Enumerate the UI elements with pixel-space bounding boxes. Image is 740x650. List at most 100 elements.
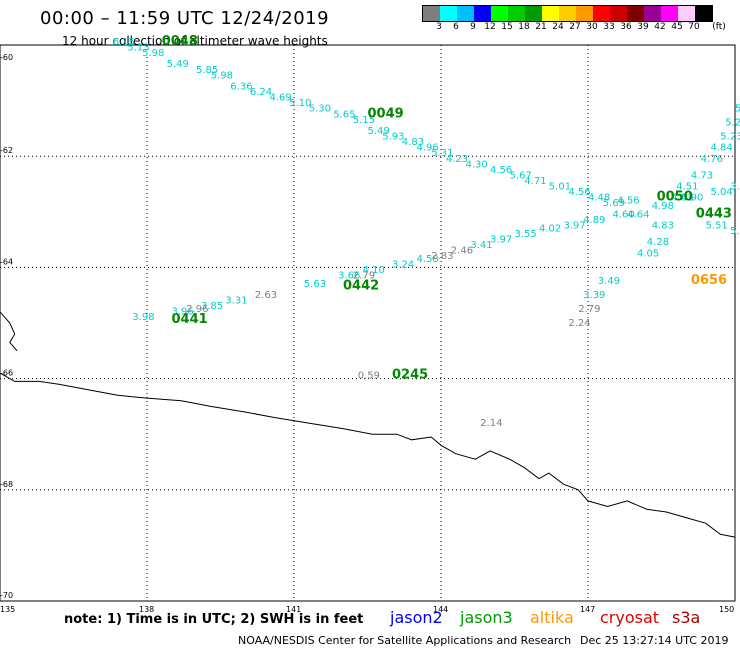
color-scale-label: 33 — [603, 22, 615, 32]
color-scale-label: 39 — [637, 22, 649, 32]
wave-height-label: 5.10 — [735, 104, 740, 115]
wave-height-label: 4.89 — [583, 215, 605, 226]
color-swatch — [525, 6, 542, 21]
wave-height-label: 5.04 — [711, 187, 733, 198]
color-scale-label: 18 — [518, 22, 530, 32]
credit-text: NOAA/NESDIS Center for Satellite Applica… — [238, 634, 572, 647]
color-swatch — [576, 6, 593, 21]
wave-height-label: 3.96 — [172, 307, 194, 318]
color-scale-label: 30 — [586, 22, 598, 32]
color-scale-label: 12 — [484, 22, 496, 32]
color-swatch — [491, 6, 508, 21]
color-swatch — [559, 6, 576, 21]
wave-height-label: 4.56 — [568, 187, 590, 198]
wave-height-label: 4.84 — [711, 143, 733, 154]
pass-label: 0245 — [392, 368, 428, 383]
longitude-tick-label: 144 — [433, 605, 448, 614]
color-scale-label: 24 — [552, 22, 564, 32]
color-swatch — [474, 6, 491, 21]
wave-height-label: 4.53 — [671, 193, 693, 204]
color-scale-label: 6 — [453, 22, 459, 32]
legend-s3a: s3a — [672, 608, 701, 627]
wave-height-label: 3.39 — [583, 290, 605, 301]
wave-height-label: 4.69 — [270, 93, 292, 104]
legend-altika: altika — [530, 608, 574, 627]
wave-height-label: 3.94 — [730, 182, 740, 193]
wave-height-label: 3.24 — [392, 259, 414, 270]
longitude-tick-label: 141 — [286, 605, 301, 614]
wave-height-label: 2.14 — [480, 418, 502, 429]
wave-height-label: 3.97 — [490, 234, 512, 245]
wave-height-label: 5.01 — [549, 182, 571, 193]
wave-height-label: 2.79 — [578, 304, 600, 315]
wave-height-label: 5.98 — [211, 70, 233, 81]
color-swatch — [440, 6, 457, 21]
color-scale-label: 27 — [569, 22, 581, 32]
pass-label: 0048 — [162, 34, 198, 49]
color-swatch — [661, 6, 678, 21]
wave-height-label: 6.24 — [250, 87, 272, 98]
generated-timestamp: Dec 25 13:27:14 UTC 2019 — [580, 634, 729, 647]
latitude-tick-label: -68 — [0, 480, 13, 489]
wave-height-label: 5.69 — [603, 198, 625, 209]
wave-height-label: 2.83 — [431, 251, 453, 262]
pass-label: 0656 — [691, 273, 727, 288]
color-swatch — [593, 6, 610, 21]
color-scale-bar — [422, 5, 713, 22]
color-scale-label: 36 — [620, 22, 632, 32]
wave-height-label: 5.67 — [510, 170, 532, 181]
color-scale-label: 21 — [535, 22, 547, 32]
color-scale-label: 42 — [654, 22, 666, 32]
wave-height-label: 5.23 — [720, 132, 740, 143]
wave-height-label: 5.52 — [730, 226, 740, 237]
wave-height-label: 5.20 — [725, 118, 740, 129]
wave-height-label: 3.66 — [338, 271, 360, 282]
wave-height-label: 5.98 — [142, 48, 164, 59]
wave-height-label: 5.65 — [333, 109, 355, 120]
color-scale-label: 9 — [470, 22, 476, 32]
wave-height-label: 5.63 — [304, 279, 326, 290]
map-frame — [0, 44, 736, 602]
wave-height-label: 4.10 — [363, 265, 385, 276]
legend-jason3: jason3 — [460, 608, 513, 627]
wave-height-label: 4.73 — [691, 170, 713, 181]
legend-cryosat: cryosat — [600, 608, 660, 627]
latitude-tick-label: -60 — [0, 53, 13, 62]
wave-height-label: 4.90 — [681, 193, 703, 204]
lat-lon-grid — [0, 45, 735, 601]
longitude-tick-label: 135 — [0, 605, 15, 614]
wave-height-label: 5.10 — [289, 98, 311, 109]
axis-ticks: 135 138 141 144 147 150 -60 -62 -64 -66 -68 -70 — [0, 53, 734, 614]
wave-height-label: 2.96 — [186, 304, 208, 315]
color-scale-label: 15 — [501, 22, 513, 32]
wave-height-label: 4.58 — [417, 254, 439, 265]
wave-height-label: 5.30 — [309, 104, 331, 115]
wave-height-label: 4.30 — [466, 159, 488, 170]
color-swatch — [508, 6, 525, 21]
latitude-tick-label: -62 — [0, 146, 13, 155]
color-swatch — [627, 6, 644, 21]
wave-height-label: 2.24 — [568, 318, 590, 329]
wave-height-label: 5.15 — [353, 115, 375, 126]
pass-label: 0443 — [696, 206, 732, 221]
color-swatch — [678, 6, 695, 21]
longitude-tick-label: 147 — [580, 605, 595, 614]
wave-height-label: 5.49 — [167, 59, 189, 70]
color-swatch — [423, 6, 440, 21]
antarctic-coastline — [0, 311, 736, 538]
wave-height-label: 4.56 — [490, 165, 512, 176]
wave-height-labels: 6.155.135.985.495.855.986.366.244.695.10… — [113, 37, 740, 429]
color-scale-label: (ft) — [712, 22, 726, 32]
longitude-tick-label: 138 — [139, 605, 154, 614]
color-swatch — [644, 6, 661, 21]
color-swatch — [695, 6, 712, 21]
color-scale-label: 3 — [436, 22, 442, 32]
wave-height-label: 4.05 — [637, 248, 659, 259]
wave-height-label: 2.63 — [255, 290, 277, 301]
wave-height-label: 5.51 — [706, 221, 728, 232]
legend-jason2: jason2 — [390, 608, 443, 627]
longitude-tick-label: 150 — [719, 605, 734, 614]
wave-height-label: 5.49 — [368, 126, 390, 137]
legend-note: note: 1) Time is in UTC; 2) SWH is in fe… — [64, 612, 364, 627]
